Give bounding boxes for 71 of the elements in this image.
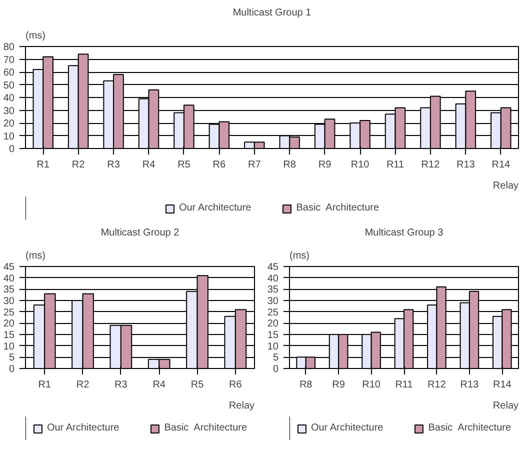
y-axis-title: (ms) <box>26 250 46 262</box>
x-axis-title: Relay <box>492 400 519 412</box>
x-tick-label: R5 <box>178 160 191 170</box>
x-tick-label: R2 <box>72 160 86 170</box>
y-tick-label: 0 <box>8 364 15 375</box>
x-tick-label: R7 <box>248 160 262 170</box>
y-tick-label: 45 <box>267 262 279 273</box>
y-tick-label: 0 <box>8 144 15 155</box>
y-tick-label: 20 <box>267 318 279 330</box>
y-tick-label: 30 <box>3 296 15 307</box>
y-tick-label: 50 <box>3 80 15 92</box>
y-tick-label: 10 <box>267 341 279 352</box>
y-tick-label: 80 <box>3 42 15 53</box>
x-tick-label: R4 <box>142 160 156 170</box>
y-tick-label: 30 <box>3 106 15 117</box>
x-tick-label: R8 <box>283 160 296 170</box>
chart-title: Multicast Group 3 <box>364 228 444 238</box>
y-tick-label: 25 <box>267 307 279 318</box>
x-tick-label: R11 <box>386 160 404 170</box>
y-tick-label: 70 <box>3 54 15 66</box>
x-tick-label: R13 <box>456 160 476 170</box>
legend-label: Basic Architecture <box>164 422 248 434</box>
legend-label: Our Architecture <box>178 202 252 214</box>
y-tick-label: 35 <box>3 284 15 296</box>
x-tick-label: R8 <box>299 380 313 390</box>
x-tick-label: R6 <box>212 160 226 170</box>
legend-label: Basic Architecture <box>428 422 512 434</box>
y-tick-label: 35 <box>267 284 279 296</box>
x-axis-title: Relay <box>492 180 519 192</box>
x-tick-label: R1 <box>38 380 52 390</box>
x-tick-label: R10 <box>350 160 370 170</box>
y-tick-label: 20 <box>3 118 15 130</box>
x-axis-title: Relay <box>228 400 255 412</box>
x-tick-label: R9 <box>318 160 332 170</box>
legend-label: Basic Architecture <box>296 202 380 214</box>
x-tick-label: R12 <box>428 380 446 390</box>
chart-title: Multicast Group 1 <box>232 8 312 18</box>
x-tick-label: R10 <box>362 380 381 390</box>
y-tick-label: 60 <box>3 68 15 78</box>
y-tick-label: 10 <box>3 131 15 142</box>
y-tick-label: 40 <box>267 273 279 284</box>
y-tick-label: 15 <box>267 330 279 341</box>
chart-title: Multicast Group 2 <box>100 228 180 238</box>
y-tick-label: 40 <box>3 273 15 284</box>
y-tick-label: 15 <box>3 330 15 341</box>
y-tick-label: 20 <box>3 318 15 330</box>
y-tick-label: 25 <box>3 307 15 318</box>
legend-label: Our Architecture <box>310 422 384 434</box>
y-tick-label: 10 <box>3 341 15 352</box>
x-tick-label: R4 <box>152 380 166 390</box>
x-tick-label: R5 <box>190 380 204 390</box>
y-tick-label: 5 <box>272 352 279 364</box>
legend-label: Our Architecture <box>46 422 120 434</box>
x-tick-label: R12 <box>421 160 440 170</box>
x-tick-label: R14 <box>492 380 512 390</box>
y-tick-label: 5 <box>8 352 15 364</box>
y-tick-label: 0 <box>272 364 279 375</box>
x-tick-label: R6 <box>229 380 242 390</box>
y-tick-label: 45 <box>3 262 15 273</box>
x-tick-label: R13 <box>460 380 480 390</box>
y-tick-label: 30 <box>267 296 279 307</box>
x-tick-label: R11 <box>395 380 414 390</box>
x-tick-label: R3 <box>114 380 128 390</box>
x-tick-label: R14 <box>492 160 511 170</box>
y-axis-title: (ms) <box>290 250 310 262</box>
x-tick-label: R9 <box>332 380 346 390</box>
x-tick-label: R2 <box>76 380 90 390</box>
x-tick-label: R1 <box>36 160 50 170</box>
y-axis-title: (ms) <box>26 30 46 42</box>
x-tick-label: R3 <box>107 160 120 170</box>
y-tick-label: 40 <box>3 93 15 104</box>
